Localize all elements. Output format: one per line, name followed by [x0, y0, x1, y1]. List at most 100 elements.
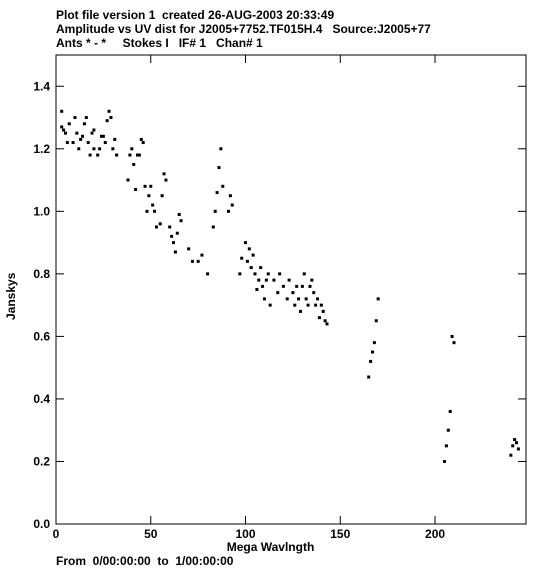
- y-tick-label: 1.2: [33, 142, 50, 156]
- data-point: [126, 178, 130, 182]
- data-point: [511, 444, 515, 448]
- y-tick-label: 0.0: [33, 517, 50, 531]
- data-point: [134, 187, 138, 191]
- data-point: [374, 319, 378, 323]
- y-tick-label: 0.6: [33, 329, 50, 343]
- data-point: [65, 141, 69, 145]
- data-point: [135, 153, 139, 157]
- data-point: [60, 109, 64, 113]
- y-tick-label: 0.4: [33, 392, 50, 406]
- data-point: [513, 438, 517, 442]
- data-points: [60, 109, 520, 463]
- data-point: [200, 253, 204, 257]
- data-point: [285, 297, 289, 301]
- data-point: [141, 141, 145, 145]
- data-point: [261, 284, 265, 288]
- data-point: [238, 272, 242, 276]
- data-point: [147, 194, 151, 198]
- data-point: [88, 153, 92, 157]
- axis-ticks: 0 50 100 150 200 0.0 0.2 0.4 0.6 0.8 1.0 1.2 1.4: [33, 55, 526, 541]
- plot-header-line3: Ants * - * Stokes I IF# 1 Chan# 1: [56, 36, 263, 50]
- plot-header-line2: Amplitude vs UV dist for J2005+7752.TF01…: [56, 22, 431, 36]
- data-point: [71, 141, 75, 145]
- data-point: [67, 122, 71, 126]
- data-point: [84, 116, 88, 120]
- data-point: [215, 191, 219, 195]
- data-point: [137, 153, 141, 157]
- data-point: [130, 147, 134, 151]
- data-point: [81, 134, 85, 138]
- data-point: [448, 409, 452, 413]
- data-point: [162, 172, 166, 176]
- data-point: [86, 141, 90, 145]
- data-point: [105, 119, 109, 123]
- data-point: [240, 256, 244, 260]
- data-point: [325, 322, 329, 326]
- data-point: [132, 162, 136, 166]
- data-point: [450, 334, 454, 338]
- data-point: [253, 272, 257, 276]
- data-point: [101, 134, 105, 138]
- data-point: [262, 297, 266, 301]
- data-point: [173, 250, 177, 254]
- data-point: [149, 184, 153, 188]
- data-point: [257, 278, 261, 282]
- data-point: [103, 141, 107, 145]
- x-tick-label: 100: [236, 527, 256, 541]
- data-point: [230, 203, 234, 207]
- data-point: [62, 128, 66, 132]
- data-point: [297, 297, 301, 301]
- data-point: [90, 131, 94, 135]
- data-point: [278, 272, 282, 276]
- data-point: [172, 241, 175, 245]
- data-point: [370, 350, 374, 354]
- data-point: [60, 125, 64, 129]
- data-point: [226, 209, 230, 213]
- data-point: [509, 453, 513, 457]
- data-point: [206, 272, 210, 276]
- data-point: [251, 253, 255, 257]
- data-point: [82, 122, 86, 126]
- y-tick-label: 1.0: [33, 204, 50, 218]
- data-point: [306, 303, 310, 307]
- x-tick-label: 200: [425, 527, 445, 541]
- data-point: [175, 231, 179, 235]
- data-point: [139, 137, 143, 141]
- data-point: [317, 316, 321, 320]
- data-point: [217, 166, 221, 170]
- data-point: [446, 428, 450, 432]
- data-point: [300, 284, 304, 288]
- data-point: [190, 259, 194, 263]
- y-tick-label: 0.8: [33, 267, 50, 281]
- data-point: [323, 319, 327, 323]
- data-point: [170, 234, 174, 238]
- data-point: [63, 131, 67, 135]
- data-point: [298, 309, 302, 313]
- data-point: [316, 297, 320, 301]
- data-point: [113, 137, 117, 141]
- data-point: [111, 147, 115, 151]
- plot-header-line1: Plot file version 1 created 26-AUG-2003 …: [56, 8, 335, 22]
- data-point: [128, 153, 132, 157]
- data-point: [443, 459, 447, 463]
- data-point: [219, 147, 223, 151]
- data-point: [308, 284, 312, 288]
- data-point: [143, 184, 147, 188]
- data-point: [272, 278, 276, 282]
- data-point: [276, 291, 280, 295]
- data-point: [516, 447, 520, 451]
- data-point: [244, 241, 248, 245]
- data-point: [77, 147, 81, 151]
- data-point: [310, 278, 314, 282]
- y-axis-label: Janskys: [4, 272, 18, 320]
- data-point: [211, 225, 215, 229]
- data-point: [259, 266, 263, 270]
- data-point: [107, 109, 111, 113]
- data-point: [73, 116, 77, 120]
- data-point: [75, 131, 79, 135]
- data-point: [264, 278, 268, 282]
- data-point: [168, 225, 172, 229]
- data-point: [164, 178, 168, 182]
- data-point: [153, 209, 157, 213]
- data-point: [515, 441, 519, 445]
